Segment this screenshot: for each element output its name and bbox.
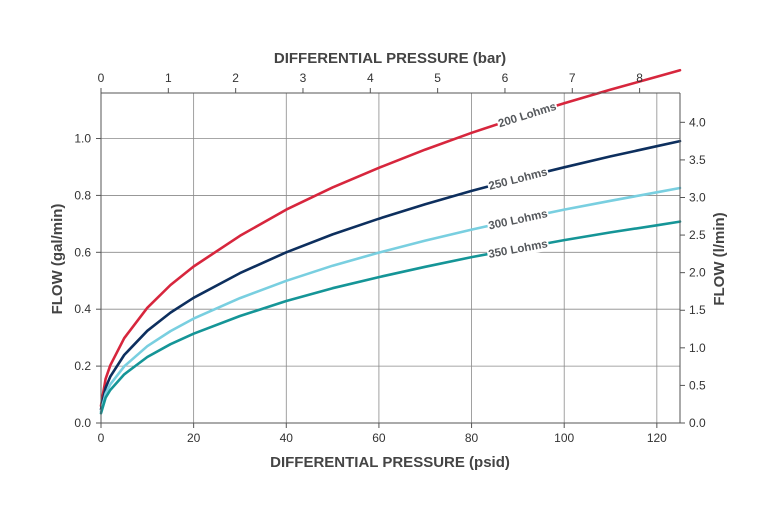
series-line xyxy=(99,139,682,411)
x-tick-label: 120 xyxy=(647,431,667,445)
y-tick-label: 0.6 xyxy=(74,245,91,259)
top-tick-label: 3 xyxy=(300,71,307,85)
x-tick-label: 0 xyxy=(98,431,105,445)
y-axis-title: FLOW (gal/min) xyxy=(49,204,66,315)
right-tick-label: 2.5 xyxy=(689,228,706,242)
plot-frame xyxy=(100,92,681,424)
ticks: 0 20 40 60 80 100 120 0 1 2 3 4 5 6 7 8 0.0 0.2 0.4 0.6 0.8 1… xyxy=(74,71,706,445)
x-tick-label: 40 xyxy=(280,431,294,445)
y-tick-label: 1.0 xyxy=(74,132,91,146)
series-label-background xyxy=(495,98,559,132)
series-label-background xyxy=(486,163,550,194)
series-label-group: 300 Lohms xyxy=(486,205,550,234)
top-tick-label: 1 xyxy=(165,71,172,85)
grid xyxy=(101,93,680,423)
x-axis-title: DIFFERENTIAL PRESSURE (psid) xyxy=(270,454,510,471)
y-tick-label: 0.0 xyxy=(74,416,91,430)
x-tick-label: 100 xyxy=(554,431,574,445)
series-line xyxy=(99,68,682,408)
top-tick-label: 4 xyxy=(367,71,374,85)
y-tick-label: 0.8 xyxy=(74,188,91,202)
right-tick-label: 1.0 xyxy=(689,341,706,355)
right-tick-label: 2.0 xyxy=(689,266,706,280)
right-tick-label: 3.0 xyxy=(689,190,706,204)
top-axis-title: DIFFERENTIAL PRESSURE (bar) xyxy=(274,50,506,67)
top-tick-label: 8 xyxy=(636,71,643,85)
series-label: 250 Lohms xyxy=(488,166,549,192)
series-line xyxy=(99,186,682,413)
top-tick-label: 0 xyxy=(98,71,105,85)
series-label-background xyxy=(486,235,550,262)
right-tick-label: 4.0 xyxy=(689,115,706,129)
series-line xyxy=(99,220,682,415)
series-label-group: 200 Lohms xyxy=(495,98,559,132)
series-label-group: 350 Lohms xyxy=(486,235,550,262)
right-tick-label: 1.5 xyxy=(689,303,706,317)
top-tick-label: 6 xyxy=(502,71,509,85)
x-tick-label: 60 xyxy=(372,431,386,445)
right-tick-label: 0.0 xyxy=(689,416,706,430)
y-tick-label: 0.4 xyxy=(74,302,91,316)
series-label-background xyxy=(486,205,550,234)
top-tick-label: 7 xyxy=(569,71,576,85)
top-tick-label: 2 xyxy=(232,71,239,85)
right-tick-label: 0.5 xyxy=(689,378,706,392)
right-axis-title: FLOW (l/min) xyxy=(711,212,728,305)
right-tick-label: 3.5 xyxy=(689,153,706,167)
top-tick-label: 5 xyxy=(434,71,441,85)
x-tick-label: 80 xyxy=(465,431,479,445)
y-tick-label: 0.2 xyxy=(74,359,91,373)
series-label-group: 250 Lohms xyxy=(486,163,550,194)
x-tick-label: 20 xyxy=(187,431,201,445)
